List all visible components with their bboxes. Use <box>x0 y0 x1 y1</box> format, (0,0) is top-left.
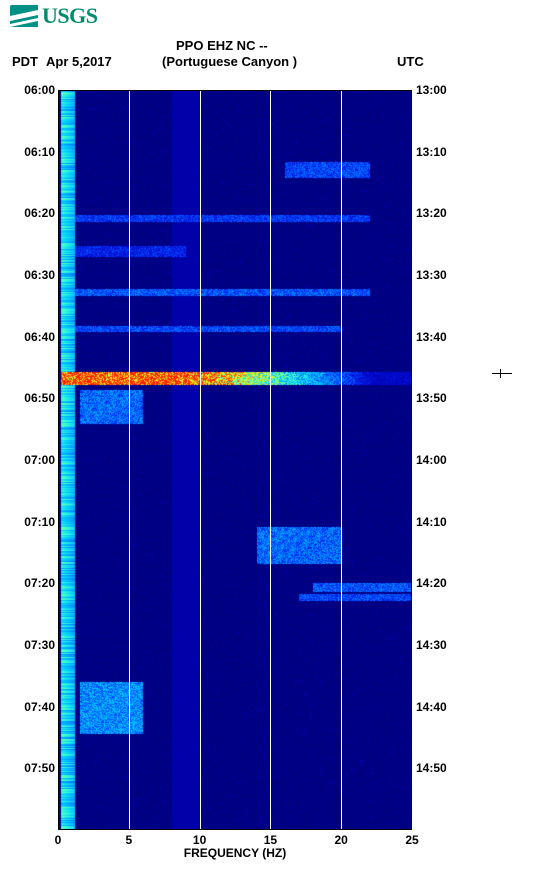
ytick-right: 14:10 <box>416 515 447 529</box>
ytick-right: 13:00 <box>416 83 447 97</box>
xtick: 0 <box>55 833 62 847</box>
xtick: 15 <box>264 833 277 847</box>
tz-left-label: PDT <box>12 54 38 69</box>
page-root: USGS PPO EHZ NC -- PDT Apr 5,2017 (Portu… <box>0 0 552 893</box>
xtick: 5 <box>125 833 132 847</box>
xtick: 10 <box>193 833 206 847</box>
ytick-left: 07:00 <box>5 453 55 467</box>
location-label: (Portuguese Canyon ) <box>162 54 297 69</box>
x-axis-label: FREQUENCY (HZ) <box>0 846 470 860</box>
event-marker-icon <box>492 373 512 374</box>
ytick-left: 07:30 <box>5 638 55 652</box>
tz-right-label: UTC <box>397 54 424 69</box>
ytick-left: 06:20 <box>5 206 55 220</box>
station-code: PPO EHZ NC -- <box>176 38 268 53</box>
ytick-right: 13:10 <box>416 145 447 159</box>
ytick-right: 14:50 <box>416 761 447 775</box>
spectrogram-plot <box>58 90 412 830</box>
ytick-left: 06:10 <box>5 145 55 159</box>
ytick-right: 13:30 <box>416 268 447 282</box>
usgs-logo: USGS <box>10 3 97 29</box>
ytick-right: 14:40 <box>416 700 447 714</box>
ytick-left: 06:40 <box>5 330 55 344</box>
ytick-right: 13:40 <box>416 330 447 344</box>
ytick-left: 06:50 <box>5 391 55 405</box>
ytick-right: 13:20 <box>416 206 447 220</box>
ytick-right: 14:20 <box>416 576 447 590</box>
xtick: 20 <box>335 833 348 847</box>
ytick-left: 06:30 <box>5 268 55 282</box>
usgs-logo-mark <box>10 5 38 27</box>
ytick-right: 14:00 <box>416 453 447 467</box>
ytick-left: 07:40 <box>5 700 55 714</box>
ytick-right: 13:50 <box>416 391 447 405</box>
ytick-left: 07:20 <box>5 576 55 590</box>
date-label: Apr 5,2017 <box>46 54 112 69</box>
spectrogram-canvas <box>58 90 412 830</box>
ytick-left: 06:00 <box>5 83 55 97</box>
ytick-right: 14:30 <box>416 638 447 652</box>
usgs-logo-text: USGS <box>42 3 97 29</box>
ytick-left: 07:10 <box>5 515 55 529</box>
xtick: 25 <box>405 833 418 847</box>
ytick-left: 07:50 <box>5 761 55 775</box>
